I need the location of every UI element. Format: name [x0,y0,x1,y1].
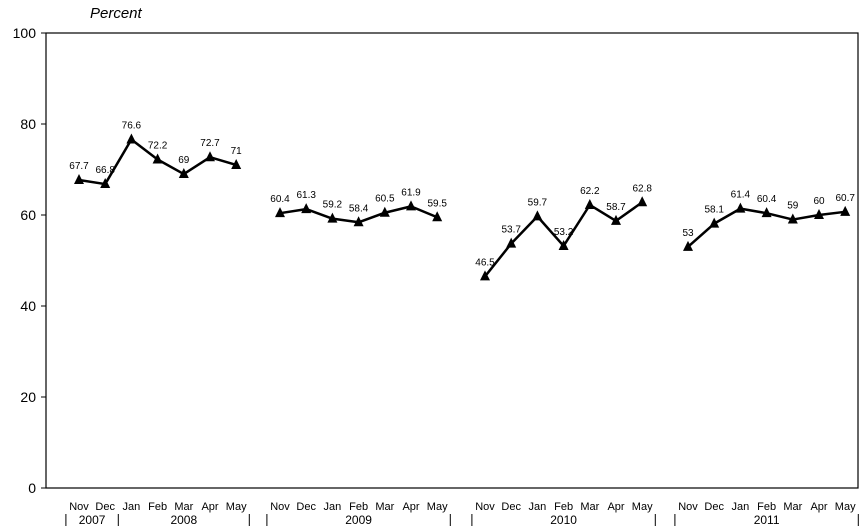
x-month-label: Dec [704,501,724,513]
data-point-marker [840,205,851,216]
data-label: 62.2 [580,186,600,197]
data-label: 60.4 [270,194,290,205]
x-month-label: May [226,501,247,513]
x-month-label: Mar [783,501,802,513]
data-label: 46.5 [475,257,495,268]
y-tick-label: 20 [20,389,36,405]
y-tick-label: 0 [28,480,36,496]
data-point-marker [558,239,569,250]
y-tick-label: 60 [20,207,36,223]
x-year-label: 2011 [754,513,780,527]
plot-frame [45,32,859,489]
x-month-label: Nov [475,501,495,513]
y-tick-label: 100 [13,25,37,41]
data-label: 53.7 [501,225,521,236]
x-month-label: Dec [296,501,316,513]
x-month-label: Apr [201,501,218,513]
data-label: 67.7 [69,161,89,172]
data-point-marker [74,173,84,184]
data-label: 62.8 [632,183,652,194]
x-month-label: Mar [174,501,193,513]
data-point-marker [611,214,621,225]
data-point-marker [683,240,693,251]
data-point-marker [787,213,798,224]
data-label: 59 [787,201,799,212]
data-label: 66.8 [95,165,115,176]
x-month-label: Feb [757,501,776,513]
data-label: 58.1 [704,205,724,216]
data-label: 53 [682,228,694,239]
x-month-label: Feb [148,501,167,513]
data-label: 59.2 [323,200,343,211]
data-label: 53.2 [554,227,574,238]
data-label: 72.2 [148,140,168,151]
x-month-label: Apr [810,501,827,513]
data-point-marker [735,202,746,213]
y-axis-title: Percent [90,5,142,22]
x-month-label: Apr [402,501,419,513]
x-month-label: Nov [678,501,698,513]
data-point-marker [637,196,648,207]
data-label: 60 [813,196,825,207]
data-point-marker [506,237,517,248]
data-label: 59.7 [528,197,548,208]
x-year-label: 2009 [345,513,372,527]
x-month-label: May [835,501,856,513]
x-month-label: Apr [607,501,624,513]
x-month-label: Jan [529,501,547,513]
data-point-marker [432,211,443,222]
data-point-marker [761,207,772,218]
data-point-marker [231,158,242,169]
y-tick-label: 40 [20,298,36,314]
x-year-label: 2007 [79,513,106,527]
data-point-marker [205,151,215,162]
x-month-label: Mar [580,501,599,513]
data-label: 76.6 [122,120,142,131]
data-label: 58.4 [349,203,369,214]
x-month-label: Nov [270,501,290,513]
data-point-marker [100,178,111,189]
x-month-label: Feb [554,501,573,513]
y-tick-label: 80 [20,116,36,132]
data-label: 61.4 [731,190,751,201]
data-label: 69 [178,155,190,166]
x-month-label: May [632,501,653,513]
x-month-label: May [427,501,448,513]
data-label: 60.7 [835,193,855,204]
x-year-label: 2010 [550,513,577,527]
data-point-marker [178,168,189,179]
data-point-marker [406,200,416,211]
data-label: 60.5 [375,194,395,205]
data-point-marker [532,210,543,221]
data-point-marker [379,206,390,217]
x-month-label: Jan [732,501,750,513]
data-label: 71 [231,146,243,157]
data-point-marker [327,212,338,223]
x-month-label: Nov [69,501,89,513]
x-month-label: Dec [95,501,115,513]
x-month-label: Feb [349,501,368,513]
data-label: 72.7 [200,138,220,149]
data-point-marker [152,153,163,164]
data-point-marker [480,270,490,281]
data-label: 58.7 [606,202,626,213]
data-label: 60.4 [757,194,777,205]
data-point-marker [353,216,364,227]
series-line [484,201,643,278]
data-point-marker [126,133,137,144]
x-month-label: Dec [501,501,521,513]
data-label: 61.9 [401,187,421,198]
data-label: 61.3 [296,190,316,201]
x-month-label: Mar [375,501,394,513]
data-point-marker [275,207,285,218]
data-point-marker [584,198,595,209]
x-year-label: 2008 [170,513,197,527]
x-month-label: Jan [123,501,141,513]
data-point-marker [814,209,824,219]
x-month-label: Jan [324,501,342,513]
data-point-marker [709,217,720,228]
data-label: 59.5 [427,198,447,209]
data-point-marker [301,203,312,214]
